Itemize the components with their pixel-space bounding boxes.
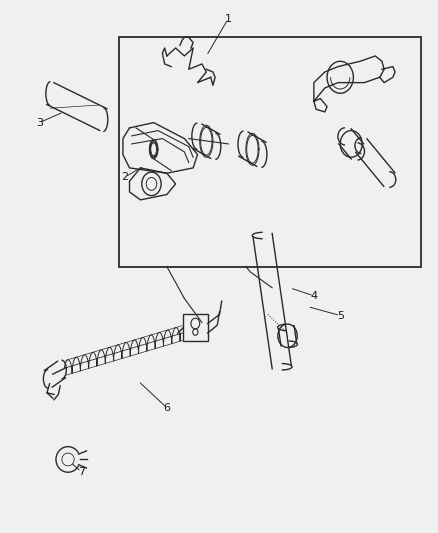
- Text: 4: 4: [310, 291, 317, 301]
- Text: 2: 2: [121, 172, 128, 182]
- Text: 7: 7: [78, 467, 85, 477]
- Text: 6: 6: [163, 403, 170, 413]
- Text: 3: 3: [36, 118, 43, 127]
- Bar: [183, 314, 207, 341]
- Text: 1: 1: [224, 14, 231, 23]
- Text: 5: 5: [336, 311, 343, 320]
